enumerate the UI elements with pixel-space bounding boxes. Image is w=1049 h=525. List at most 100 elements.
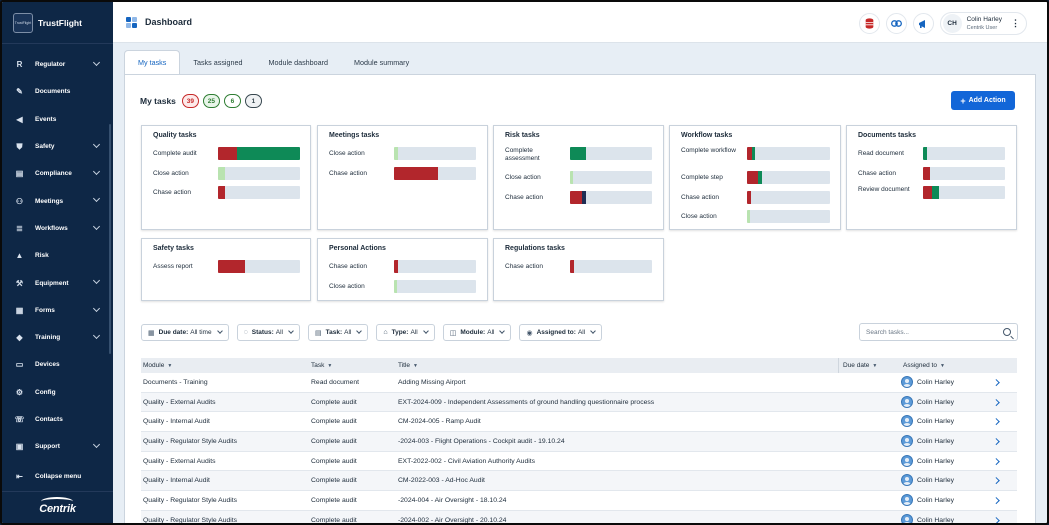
- calendar-icon: ▦: [148, 329, 155, 337]
- cell-module: Quality - Regulator Style Audits: [143, 516, 238, 524]
- chevron-right-icon[interactable]: [993, 379, 1000, 386]
- summary-progress-bar[interactable]: [394, 280, 477, 293]
- sidebar-item-safety[interactable]: ⛊ Safety: [2, 133, 113, 160]
- paperclip-icon: ✎: [16, 87, 23, 97]
- summary-progress-bar[interactable]: [570, 191, 653, 204]
- search-icon[interactable]: [1003, 328, 1011, 336]
- sidebar-scrollbar[interactable]: [109, 124, 111, 354]
- table-row[interactable]: Quality - Regulator Style Audits Complete…: [141, 510, 1017, 524]
- tab-my-tasks[interactable]: My tasks: [124, 50, 181, 74]
- chevron-right-icon[interactable]: [993, 497, 1000, 504]
- chevron-right-icon[interactable]: [993, 418, 1000, 425]
- task-count-badge[interactable]: 25: [202, 94, 220, 108]
- summary-progress-bar[interactable]: [746, 147, 830, 160]
- sidebar-item-events[interactable]: ◀ Events: [2, 106, 113, 133]
- chevron-right-icon[interactable]: [993, 438, 1000, 445]
- column-header-task[interactable]: Task ▼: [311, 362, 332, 369]
- avatar: [901, 415, 913, 428]
- summary-progress-bar[interactable]: [570, 260, 653, 273]
- table-row[interactable]: Quality - Regulator Style Audits Complete…: [141, 491, 1017, 511]
- filter-module[interactable]: ◫ Module: All: [442, 324, 512, 341]
- sidebar-item-risk[interactable]: ▲ Risk: [2, 242, 113, 269]
- database-icon[interactable]: [858, 13, 880, 34]
- filter-task[interactable]: ▤ Task: All: [308, 324, 369, 341]
- summary-card-title: Meetings tasks: [329, 132, 380, 139]
- summary-progress-bar[interactable]: [217, 186, 300, 199]
- regulator-letter-icon: R: [16, 60, 23, 70]
- table-row[interactable]: Documents - Training Read document Adding …: [141, 373, 1017, 393]
- search-input[interactable]: [866, 328, 996, 336]
- brand[interactable]: TrustFlight TrustFlight: [2, 2, 113, 44]
- summary-progress-bar[interactable]: [923, 186, 1006, 199]
- table-row[interactable]: Quality - External Audits Complete audit E…: [141, 452, 1017, 472]
- add-action-label: Add Action: [968, 97, 1006, 104]
- sidebar-item-compliance[interactable]: ▤ Compliance: [2, 160, 113, 187]
- summary-progress-bar[interactable]: [923, 167, 1006, 180]
- column-header-due-date[interactable]: Due date ▼: [843, 362, 877, 369]
- table-row[interactable]: Quality - Internal Audit Complete audit CM…: [141, 471, 1017, 492]
- column-header-module[interactable]: Module ▼: [143, 362, 172, 369]
- filter-status[interactable]: ◌ Status: All: [236, 324, 300, 341]
- summary-progress-bar[interactable]: [217, 260, 300, 273]
- sidebar-item-forms[interactable]: ▦ Forms: [2, 297, 113, 324]
- user-menu[interactable]: CH Colin Harley Centrik User ⋮: [939, 12, 1027, 35]
- tag-icon: ⌂: [383, 329, 388, 336]
- sidebar-item-label: Workflows: [35, 224, 68, 232]
- chevron-right-icon[interactable]: [993, 516, 1000, 523]
- summary-progress-bar[interactable]: [923, 147, 1006, 160]
- table-row[interactable]: Quality - Internal Audit Complete audit CM…: [141, 412, 1017, 433]
- summary-progress-bar[interactable]: [570, 171, 653, 184]
- task-count-badge[interactable]: 39: [181, 94, 199, 108]
- sidebar-item-support[interactable]: ▣ Support: [2, 433, 113, 460]
- cell-assigned: Colin Harley: [917, 516, 955, 524]
- column-header-title[interactable]: Title ▼: [398, 362, 418, 369]
- progress-segment-red: [394, 167, 438, 180]
- shield-icon: ⛊: [16, 141, 23, 151]
- cell-assigned: Colin Harley: [917, 398, 955, 406]
- summary-card-title: Workflow tasks: [681, 132, 733, 139]
- task-count-badge[interactable]: 1: [244, 94, 262, 108]
- sidebar-item-equipment[interactable]: ⚒ Equipment: [2, 269, 113, 296]
- sidebar-item-contacts[interactable]: ☏ Contacts: [2, 406, 113, 433]
- summary-progress-bar[interactable]: [394, 147, 477, 160]
- sidebar-item-workflows[interactable]: ≣ Workflows: [2, 215, 113, 242]
- summary-progress-bar[interactable]: [746, 191, 830, 204]
- add-action-button[interactable]: + Add Action: [951, 91, 1015, 110]
- column-header-assigned-to[interactable]: Assigned to ▼: [903, 362, 945, 369]
- summary-progress-bar[interactable]: [217, 167, 300, 180]
- megaphone-icon[interactable]: [912, 13, 934, 34]
- search-box[interactable]: [859, 323, 1018, 341]
- sidebar-item-config[interactable]: ⚙ Config: [2, 379, 113, 406]
- summary-progress-bar[interactable]: [570, 147, 653, 160]
- chevron-right-icon[interactable]: [993, 457, 1000, 465]
- more-vertical-icon[interactable]: ⋮: [1011, 18, 1020, 28]
- task-count-badge[interactable]: 6: [223, 94, 241, 108]
- summary-progress-bar[interactable]: [746, 210, 830, 223]
- summary-progress-bar[interactable]: [394, 260, 477, 273]
- filter-due-date[interactable]: ▦ Due date: All time: [141, 324, 229, 341]
- sidebar-item-training[interactable]: ◆ Training: [2, 324, 113, 351]
- filter-assigned-to[interactable]: ◉ Assigned to: All: [519, 324, 603, 341]
- table-row[interactable]: Quality - Regulator Style Audits Complete…: [141, 432, 1017, 452]
- sidebar-item-regulator[interactable]: R Regulator: [2, 51, 113, 78]
- sidebar-item-devices[interactable]: ▭ Devices: [2, 351, 113, 378]
- chevron-down-icon: [92, 277, 101, 285]
- summary-progress-bar[interactable]: [746, 171, 830, 184]
- sidebar-item-collapse-menu[interactable]: ⇤ Collapse menu: [2, 462, 113, 489]
- progress-segment-light-green: [570, 171, 574, 184]
- tab-tasks-assigned[interactable]: Tasks assigned: [193, 57, 243, 67]
- chevron-right-icon[interactable]: [993, 398, 1000, 406]
- sidebar-item-meetings[interactable]: ⚇ Meetings: [2, 187, 113, 214]
- chevron-right-icon[interactable]: [993, 477, 1000, 484]
- sidebar-item-documents[interactable]: ✎ Documents: [2, 78, 113, 105]
- link-icon[interactable]: [885, 13, 907, 34]
- sidebar-item-label: Support: [35, 443, 60, 451]
- table-row[interactable]: Quality - External Audits Complete audit E…: [141, 392, 1017, 413]
- summary-progress-bar[interactable]: [217, 147, 300, 160]
- sidebar-item-label: Events: [35, 115, 57, 123]
- summary-progress-bar[interactable]: [394, 167, 477, 180]
- tab-module-summary[interactable]: Module summary: [354, 57, 410, 67]
- tab-module-dashboard[interactable]: Module dashboard: [268, 57, 329, 67]
- filter-type[interactable]: ⌂ Type: All: [376, 324, 435, 341]
